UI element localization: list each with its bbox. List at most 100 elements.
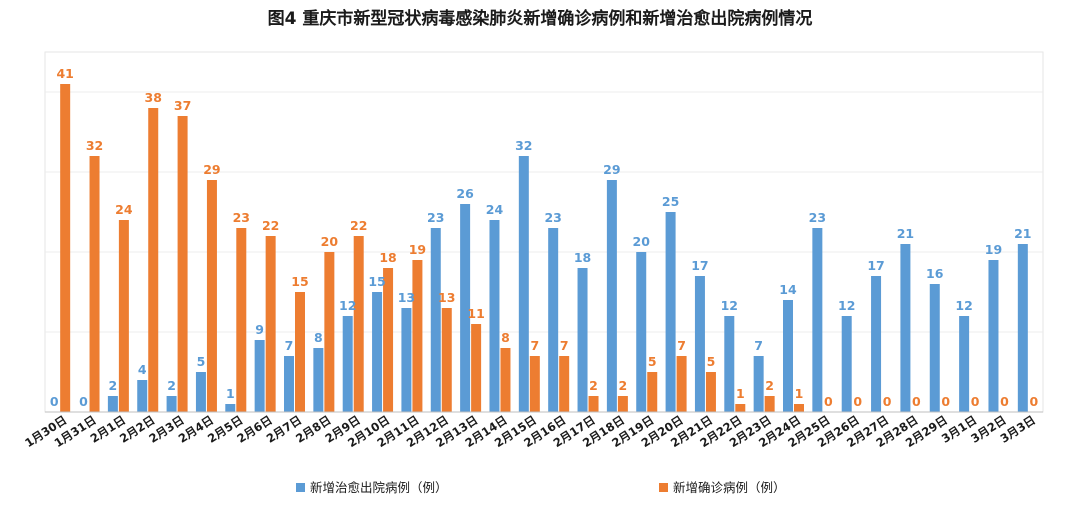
data-label-cured: 8 bbox=[314, 330, 323, 345]
bar-confirmed bbox=[295, 292, 305, 412]
bar-cured bbox=[313, 348, 324, 412]
bar-cured bbox=[430, 228, 441, 412]
bar-confirmed bbox=[148, 108, 159, 412]
bar-cured bbox=[694, 276, 705, 412]
data-label-cured: 7 bbox=[285, 338, 294, 353]
data-label-confirmed: 0 bbox=[824, 394, 833, 409]
bar-cured bbox=[606, 180, 617, 412]
bar-confirmed bbox=[89, 156, 100, 412]
bar-confirmed bbox=[383, 268, 394, 412]
data-label-cured: 0 bbox=[79, 394, 88, 409]
data-label-cured: 21 bbox=[1014, 226, 1031, 241]
bar-confirmed bbox=[265, 236, 276, 412]
data-label-cured: 17 bbox=[691, 258, 708, 273]
bar-cured bbox=[284, 356, 294, 412]
bar-confirmed bbox=[471, 324, 482, 412]
bar-confirmed bbox=[676, 356, 687, 412]
data-label-cured: 14 bbox=[779, 282, 797, 297]
data-label-confirmed: 18 bbox=[379, 250, 396, 265]
bar-confirmed bbox=[764, 396, 775, 412]
bar-cured bbox=[460, 204, 471, 412]
data-label-cured: 12 bbox=[838, 298, 855, 313]
data-label-cured: 26 bbox=[456, 186, 474, 201]
legend-item-confirmed: 新增确诊病例（例） bbox=[659, 480, 786, 495]
data-label-cured: 13 bbox=[398, 290, 415, 305]
bar-confirmed bbox=[588, 396, 599, 412]
bar-cured bbox=[1017, 244, 1028, 412]
bar-cured bbox=[137, 380, 148, 412]
bar-confirmed bbox=[177, 116, 188, 412]
bar-cured bbox=[401, 308, 412, 412]
data-label-cured: 17 bbox=[867, 258, 884, 273]
bar-cured bbox=[577, 268, 588, 412]
data-label-cured: 7 bbox=[754, 338, 763, 353]
bar-confirmed bbox=[617, 396, 628, 412]
data-label-confirmed: 0 bbox=[1000, 394, 1009, 409]
data-label-confirmed: 41 bbox=[56, 66, 73, 81]
data-label-cured: 0 bbox=[50, 394, 59, 409]
data-label-cured: 24 bbox=[486, 202, 504, 217]
legend-swatch-confirmed bbox=[659, 483, 668, 492]
bars bbox=[60, 84, 1028, 412]
bar-cured bbox=[753, 356, 764, 412]
data-label-cured: 21 bbox=[897, 226, 914, 241]
bar-cured bbox=[195, 372, 206, 412]
plot-frame bbox=[44, 51, 1044, 413]
bar-cured bbox=[988, 260, 999, 412]
data-label-confirmed: 0 bbox=[971, 394, 980, 409]
data-label-confirmed: 29 bbox=[203, 162, 220, 177]
bar-cured bbox=[724, 316, 735, 412]
bar-confirmed bbox=[412, 260, 423, 412]
data-label-cured: 2 bbox=[109, 378, 118, 393]
bar-cured bbox=[489, 220, 500, 412]
data-label-cured: 23 bbox=[544, 210, 561, 225]
bar-cured bbox=[636, 252, 647, 412]
bar-cured bbox=[900, 244, 911, 412]
data-label-confirmed: 2 bbox=[765, 378, 774, 393]
data-label-cured: 18 bbox=[574, 250, 591, 265]
bar-confirmed bbox=[529, 356, 540, 412]
bar-cured bbox=[783, 300, 793, 412]
data-label-cured: 23 bbox=[809, 210, 826, 225]
data-label-confirmed: 13 bbox=[438, 290, 455, 305]
data-label-confirmed: 5 bbox=[648, 354, 657, 369]
data-label-cured: 9 bbox=[255, 322, 264, 337]
data-label-confirmed: 8 bbox=[501, 330, 510, 345]
data-label-confirmed: 0 bbox=[1029, 394, 1038, 409]
data-label-confirmed: 24 bbox=[115, 202, 133, 217]
data-label-cured: 15 bbox=[368, 274, 385, 289]
bar-confirmed bbox=[441, 308, 452, 412]
bar-cured bbox=[372, 292, 383, 412]
bar-confirmed bbox=[118, 220, 129, 412]
data-label-cured: 23 bbox=[427, 210, 444, 225]
legend-item-cured: 新增治愈出院病例（例） bbox=[296, 480, 448, 495]
bar-confirmed bbox=[559, 356, 570, 412]
data-label-confirmed: 32 bbox=[86, 138, 103, 153]
data-label-confirmed: 15 bbox=[291, 274, 308, 289]
bar-cured bbox=[225, 404, 236, 412]
data-label-cured: 12 bbox=[721, 298, 738, 313]
data-label-cured: 19 bbox=[985, 242, 1002, 257]
legend-label-cured: 新增治愈出院病例（例） bbox=[310, 480, 448, 495]
data-label-confirmed: 22 bbox=[262, 218, 279, 233]
legend-label-confirmed: 新增确诊病例（例） bbox=[673, 480, 786, 495]
data-label-cured: 2 bbox=[167, 378, 176, 393]
data-label-cured: 29 bbox=[603, 162, 620, 177]
data-label-cured: 12 bbox=[955, 298, 972, 313]
data-label-cured: 16 bbox=[926, 266, 944, 281]
x-tick-labels: 1月30日1月31日2月1日2月2日2月3日2月4日2月5日2月6日2月7日2月… bbox=[22, 413, 1038, 450]
data-label-confirmed: 0 bbox=[912, 394, 921, 409]
data-label-confirmed: 7 bbox=[677, 338, 686, 353]
data-label-confirmed: 20 bbox=[321, 234, 339, 249]
bar-cured bbox=[812, 228, 823, 412]
data-label-confirmed: 38 bbox=[145, 90, 162, 105]
data-label-confirmed: 37 bbox=[174, 98, 191, 113]
bar-cured bbox=[959, 316, 970, 412]
bar-confirmed bbox=[705, 372, 716, 412]
bar-confirmed bbox=[794, 404, 804, 412]
data-label-confirmed: 0 bbox=[941, 394, 950, 409]
data-label-cured: 12 bbox=[339, 298, 356, 313]
bar-confirmed bbox=[60, 84, 71, 412]
